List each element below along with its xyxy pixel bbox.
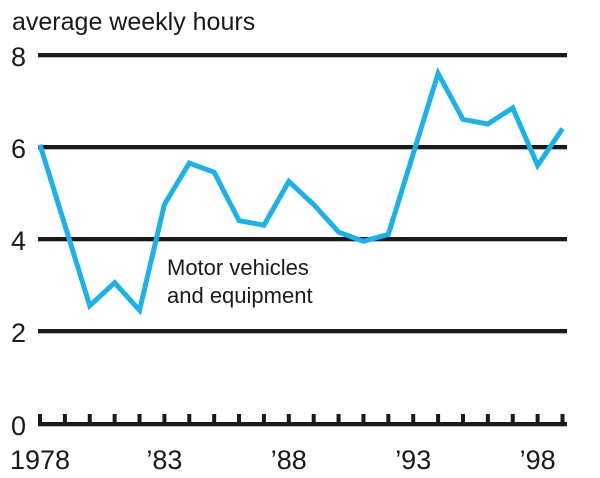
gridline-shadow-4 [38,241,567,242]
x-axis [38,422,567,426]
data-line-motor-vehicles [37,66,565,316]
gridline-shadow-8 [38,57,567,58]
y-tick-label-2: 2 [11,318,27,348]
x-axis-tick-1983 [162,414,167,422]
x-axis-tick-1993 [411,414,416,422]
x-tick-label-1978: 1978 [9,445,71,475]
x-axis-tick-1992 [386,414,391,422]
x-axis-tick-1981 [112,414,117,422]
x-axis-tick-1997 [510,414,515,422]
series-annotation: Motor vehicles and equipment [167,254,313,310]
x-axis-shadow [38,426,567,427]
y-tick-label-6: 6 [11,134,27,164]
x-axis-tick-1986 [237,414,242,422]
x-tick-label-1993: ’93 [395,445,432,475]
x-axis-tick-1987 [261,414,266,422]
gridline-4 [38,237,567,241]
x-axis-tick-1984 [187,414,192,422]
gridline-6 [38,145,567,149]
x-axis-tick-1998 [535,414,540,422]
gridline-shadow-2 [38,333,567,334]
y-tick-label-4: 4 [11,226,27,256]
x-axis-tick-1996 [485,414,490,422]
y-tick-label-8: 8 [11,42,27,72]
x-axis-tick-1995 [460,414,465,422]
x-axis-tick-1994 [436,414,441,422]
x-axis-tick-1985 [212,414,217,422]
annotation-line-1: Motor vehicles [167,255,309,280]
x-axis-tick-1991 [361,414,366,422]
gridline-shadow-6 [38,149,567,150]
x-axis-tick-1988 [286,414,291,422]
x-axis-tick-1990 [336,414,341,422]
x-tick-label-1998: ’98 [519,445,556,475]
x-tick-label-1988: ’88 [270,445,307,475]
x-axis-tick-1999 [560,414,565,422]
chart-title: average weekly hours [12,8,256,36]
x-axis-tick-1980 [87,414,92,422]
x-axis-tick-1989 [311,414,316,422]
x-axis-tick-1978 [38,414,42,422]
y-tick-label-0: 0 [11,411,27,441]
gridline-2 [38,329,567,333]
x-axis-tick-1979 [62,414,67,422]
x-tick-label-1983: ’83 [146,445,183,475]
gridline-8 [38,53,567,57]
x-axis-tick-1982 [137,414,142,422]
annotation-line-2: and equipment [167,283,313,308]
